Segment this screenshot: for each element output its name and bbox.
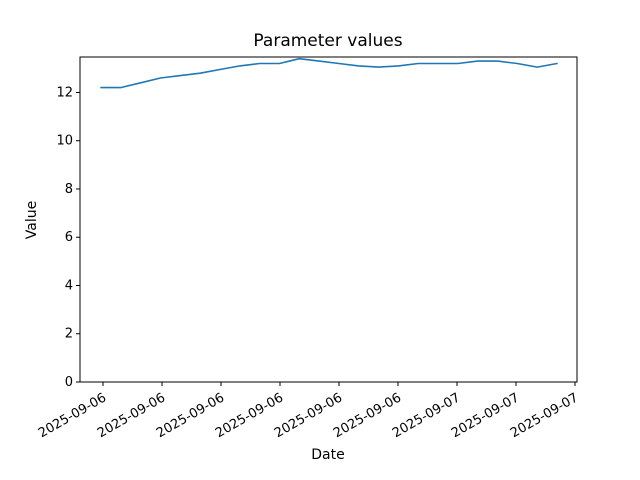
y-tick-label: 10 [56,134,73,149]
y-tick-label: 8 [65,182,73,197]
plot-area [79,56,578,383]
y-tick-label: 6 [65,230,73,245]
y-tick-label: 12 [56,86,73,101]
x-axis-label: Date [311,447,344,463]
y-tick-label: 4 [65,279,73,294]
data-line [100,57,558,89]
x-tick-label: 2025-09-07 [508,390,581,441]
y-tick-label: 2 [65,327,73,342]
chart-title: Parameter values [253,31,402,51]
tick-marks [76,91,576,386]
y-tick-label: 0 [65,375,73,390]
y-axis-label: Value [24,201,40,239]
